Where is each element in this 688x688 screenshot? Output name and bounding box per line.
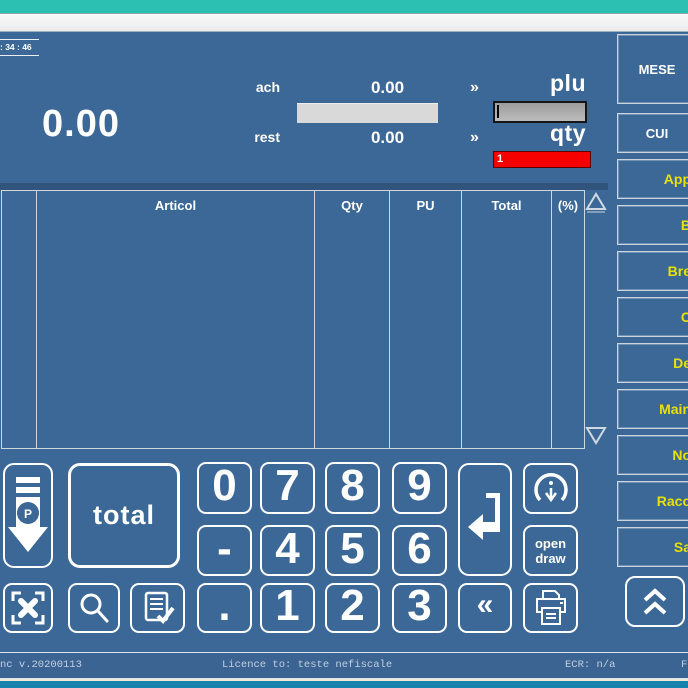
key-6[interactable]: 6 [392,525,447,576]
key-9[interactable]: 9 [392,462,447,514]
rest-label: rest [254,129,280,145]
col-header-qty: Qty [341,198,363,213]
ach-input[interactable] [297,103,438,123]
svg-text:P: P [24,507,32,521]
chevron-right-icon: » [470,79,479,96]
open-drawer-label-line2: draw [535,550,566,566]
clock-display: : 34 : 46 [0,39,39,56]
sidebar-category-no[interactable]: No [617,435,688,475]
sidebar-category-app[interactable]: App [617,159,688,199]
table-scrollbar[interactable] [585,190,607,447]
col-header-pu: PU [416,198,435,213]
key-2[interactable]: 2 [325,583,380,633]
print-button[interactable] [523,583,578,633]
column-divider [461,191,462,448]
order-check-button[interactable] [130,583,185,633]
key-7[interactable]: 7 [260,462,315,514]
bottom-accent-strip [0,681,688,688]
sidebar-pageup-button[interactable] [625,576,685,627]
plu-label: plu [550,70,586,96]
rest-value: 0.00 [370,128,405,147]
key-dot[interactable]: . [197,583,252,633]
grand-total-display: 0.00 [42,103,120,145]
table-top-shadow [0,183,608,190]
key-3[interactable]: 3 [392,583,447,633]
column-divider [389,191,390,448]
sidebar-category-c[interactable]: C [617,297,688,337]
column-divider [36,191,37,448]
open-drawer-button[interactable]: open draw [523,525,578,576]
sidebar-button-mese[interactable]: MESE [617,34,688,104]
key-4[interactable]: 4 [260,525,315,576]
key-0[interactable]: 0 [197,462,252,514]
status-version: nc v.20200113 [0,659,82,671]
sale-items-table: Articol Qty PU Total (%) [1,190,585,449]
sidebar-category-b[interactable]: B [617,205,688,245]
key-8[interactable]: 8 [325,462,380,514]
status-ecr: ECR: n/a [565,659,616,671]
qty-input[interactable]: 1 [493,151,591,168]
sidebar-category-raco[interactable]: Raco [617,481,688,521]
status-fiscal: Fis [681,659,688,671]
bottom-divider-line [0,679,688,681]
scroll-up-button[interactable] [585,191,607,213]
cancel-x-icon [11,591,45,625]
scroll-up-icon [585,192,607,213]
search-button[interactable] [68,583,120,633]
document-check-icon [144,591,175,625]
double-chevron-up-icon [643,587,667,614]
chevron-right-icon: » [470,129,479,146]
payment-down-arrow-icon: P [8,476,48,552]
search-icon [80,593,109,623]
sidebar-button-cui[interactable]: CUI [617,113,688,153]
col-header-percent: (%) [557,198,579,213]
sidebar-category-main[interactable]: Main [617,389,688,429]
enter-button[interactable] [458,463,512,576]
ach-value: 0.00 [370,78,405,97]
circle-down-arrow-icon [533,472,568,502]
sidebar-category-sa[interactable]: Sa [617,527,688,567]
qty-label: qty [550,120,586,146]
plu-input[interactable] [493,101,587,123]
void-return-button[interactable] [523,463,578,514]
key-minus[interactable]: - [197,525,252,576]
status-bar: nc v.20200113 Licence to: teste nefiscal… [0,652,688,679]
key-1[interactable]: 1 [260,583,315,633]
printer-icon [535,590,566,625]
sidebar-category-de[interactable]: De [617,343,688,383]
col-header-articol: Articol [154,198,197,213]
scroll-down-icon [585,427,607,445]
sidebar-category-bre[interactable]: Bre [617,251,688,291]
window-titlebar [0,14,688,32]
cancel-button[interactable] [3,583,53,633]
backspace-button[interactable]: « [458,583,512,633]
total-button[interactable]: total [68,463,180,568]
key-5[interactable]: 5 [325,525,380,576]
column-divider [314,191,315,448]
column-divider [551,191,552,448]
enter-arrow-icon [468,492,500,540]
open-drawer-label-line1: open [534,535,567,551]
ach-label: ach [255,79,280,95]
payment-down-button[interactable]: P [3,463,53,568]
top-accent-strip [0,0,688,14]
text-caret [497,105,499,118]
col-header-total: Total [491,198,522,213]
status-licence: Licence to: teste nefiscale [222,659,393,671]
scroll-down-button[interactable] [585,424,607,446]
